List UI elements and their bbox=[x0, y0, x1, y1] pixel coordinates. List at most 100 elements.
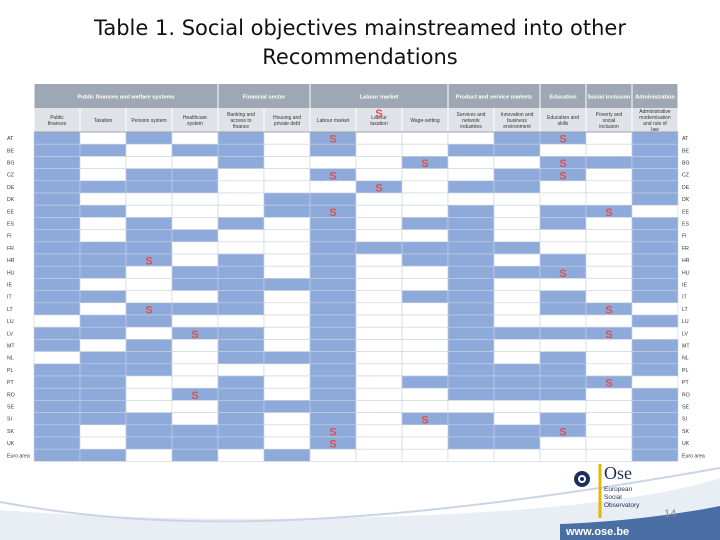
logo-name: Ose bbox=[604, 463, 632, 483]
table-cell bbox=[263, 204, 311, 218]
table-cell bbox=[309, 326, 357, 340]
table-cell bbox=[263, 229, 311, 243]
table-cell bbox=[33, 326, 81, 340]
table-cell bbox=[309, 192, 357, 206]
table-cell bbox=[309, 339, 357, 352]
table-cell bbox=[171, 314, 219, 328]
table-cell bbox=[309, 375, 357, 389]
table-cell bbox=[309, 314, 357, 328]
column-header-label: inclusion bbox=[599, 124, 619, 130]
s-mark: S bbox=[421, 414, 428, 426]
table-cell bbox=[585, 168, 633, 182]
table-cell bbox=[585, 436, 633, 450]
website-link[interactable]: www.ose.be bbox=[566, 526, 630, 538]
table-cell bbox=[263, 241, 311, 255]
table-cell bbox=[585, 363, 633, 377]
table-cell bbox=[631, 168, 679, 182]
table-cell bbox=[539, 326, 587, 340]
table-cell bbox=[585, 253, 633, 267]
group-header-cell bbox=[448, 84, 540, 108]
table-cell bbox=[171, 168, 219, 182]
table-cell bbox=[447, 436, 495, 450]
column-header-label: environment bbox=[503, 124, 531, 130]
row-code-left: RO bbox=[7, 392, 15, 398]
table-cell bbox=[493, 424, 541, 438]
table-cell bbox=[355, 168, 403, 182]
column-header-label: Healthcare bbox=[183, 115, 207, 121]
table-cell bbox=[33, 229, 81, 243]
table-cell bbox=[447, 290, 495, 304]
table-cell bbox=[401, 375, 449, 389]
row-code-right: ES bbox=[682, 222, 689, 228]
table-cell bbox=[125, 375, 173, 389]
table-cell bbox=[79, 229, 127, 243]
table-cell bbox=[585, 265, 633, 279]
table-cell bbox=[401, 204, 449, 218]
table-cell bbox=[309, 217, 357, 230]
table-cell bbox=[493, 156, 541, 169]
column-header-label: Labour market bbox=[317, 118, 350, 124]
column-header-cell bbox=[126, 108, 172, 132]
table-cell bbox=[447, 363, 495, 377]
table-cell bbox=[585, 131, 633, 145]
column-header-label: business bbox=[507, 118, 527, 124]
table-cell bbox=[355, 131, 403, 145]
table-cell bbox=[33, 424, 81, 438]
column-header-label: Pension system bbox=[131, 118, 166, 124]
table-cell bbox=[79, 436, 127, 450]
table-cell bbox=[263, 217, 311, 230]
table-cell bbox=[171, 448, 219, 462]
row-code-right: FR bbox=[682, 246, 689, 252]
table-cell bbox=[355, 351, 403, 365]
table-cell bbox=[309, 290, 357, 304]
column-header-label: social bbox=[603, 118, 616, 124]
table-cell bbox=[309, 448, 357, 462]
s-mark: S bbox=[329, 170, 336, 182]
table-cell bbox=[631, 314, 679, 328]
table-cell bbox=[401, 253, 449, 267]
table-cell bbox=[355, 241, 403, 255]
group-header-cell bbox=[218, 84, 310, 108]
row-code-right: Euro area bbox=[682, 453, 705, 459]
table-cell bbox=[355, 339, 403, 352]
table-cell bbox=[539, 448, 587, 462]
table-cell bbox=[125, 265, 173, 279]
table-cell bbox=[585, 314, 633, 328]
table-cell bbox=[125, 180, 173, 194]
row-code-left: UK bbox=[7, 441, 15, 447]
table-cell bbox=[539, 204, 587, 218]
table-cell bbox=[401, 314, 449, 328]
row-code-right: IT bbox=[682, 295, 687, 301]
row-code-right: HU bbox=[682, 270, 690, 276]
row-code-left: BG bbox=[7, 161, 15, 167]
table-cell bbox=[631, 204, 679, 218]
table-cell bbox=[79, 351, 127, 365]
row-code-left: SI bbox=[7, 417, 12, 423]
table-cell bbox=[79, 400, 127, 413]
table-cell bbox=[217, 363, 265, 377]
table-cell bbox=[217, 180, 265, 194]
table-cell bbox=[631, 339, 679, 352]
table-cell bbox=[125, 156, 173, 169]
column-header-cell bbox=[310, 108, 356, 132]
table-cell bbox=[125, 436, 173, 450]
table-cell bbox=[401, 180, 449, 194]
table-cell bbox=[217, 351, 265, 365]
table-cell bbox=[493, 168, 541, 182]
row-code-left: PT bbox=[7, 380, 14, 386]
table-cell bbox=[585, 424, 633, 438]
table-cell bbox=[631, 192, 679, 206]
table-cell bbox=[539, 143, 587, 157]
table-cell bbox=[631, 278, 679, 291]
table-cell bbox=[539, 302, 587, 316]
table-cell bbox=[263, 424, 311, 438]
table-cell bbox=[217, 436, 265, 450]
table-cell bbox=[79, 265, 127, 279]
column-header-label: and rule of bbox=[643, 121, 667, 127]
table-cell bbox=[631, 131, 679, 145]
table-cell bbox=[401, 424, 449, 438]
table-cell bbox=[171, 180, 219, 194]
table-cell bbox=[171, 339, 219, 352]
s-mark: S bbox=[559, 427, 566, 439]
table-cell bbox=[585, 412, 633, 426]
